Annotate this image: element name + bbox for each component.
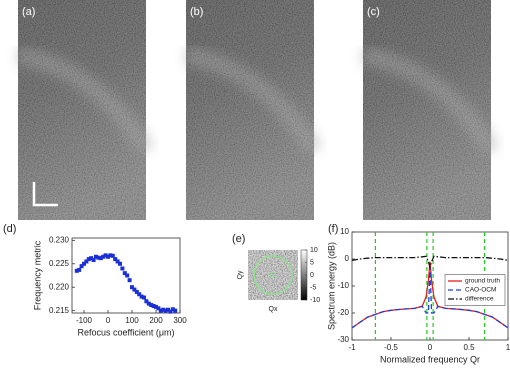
data-point [115,259,120,264]
y-tick-label: 0.215 [49,306,70,315]
y-tick-label: 0 [345,254,350,263]
panel-label: (d) [3,223,16,235]
data-point [168,309,173,314]
data-line [351,255,509,270]
data-point [113,257,118,262]
data-point [163,308,168,313]
data-point [149,303,154,308]
y-tick-label: 0.220 [49,282,70,291]
data-point [146,301,151,306]
spectrum-speckle [248,250,298,300]
x-tick-label: 0 [428,343,433,352]
y-tick-label: 10 [340,227,349,236]
colorbar-tick-label: 5 [310,259,314,266]
y-tick-label: -10 [337,281,349,290]
x-tick-label: -1 [348,343,356,352]
data-point [77,267,82,272]
data-point [108,253,113,258]
data-point [137,292,142,297]
data-point [106,254,110,259]
data-point [98,256,103,261]
x-axis-label: Qx [269,306,278,313]
colorbar-tick-label: 0 [310,272,314,279]
data-point [91,258,96,263]
data-point [120,266,125,271]
data-point [139,294,144,299]
data-point [127,278,132,283]
data-point [84,259,89,264]
x-tick-label: 300 [173,316,187,325]
frequency-ring [253,255,293,295]
x-tick-label: 0.5 [463,343,475,352]
x-tick-label: -100 [76,316,93,325]
data-point [101,254,106,259]
data-point [74,268,79,273]
panel-label: (f) [328,223,338,235]
data-point [134,289,139,294]
colorbar-tick-label: -5 [310,284,316,291]
panel-label: (b) [190,6,203,18]
y-tick-label: 0.230 [49,235,70,244]
data-point [125,273,130,278]
y-tick-label: 0.225 [49,259,70,268]
data-point [122,271,127,276]
x-tick-label: -0.5 [384,343,398,352]
data-point [142,295,146,300]
data-point [82,261,86,266]
x-tick-label: 0 [106,316,111,325]
frequency-ring-inner [270,272,276,278]
data-point [132,287,137,292]
colorbar-tick-label: 10 [310,247,318,254]
x-tick-label: 100 [125,316,139,325]
data-point [110,253,115,258]
colorbar-tick-label: -10 [310,297,320,304]
data-point [103,253,108,258]
image-speckle [186,0,314,220]
y-axis-label: Spectrum energy (dB) [326,242,336,330]
image-speckle [363,0,491,220]
oct-image [16,0,154,220]
legend-label: ground truth [465,278,500,285]
x-axis-label: Refocus coefficient (μm) [77,327,174,337]
data-point [156,306,161,311]
data-point [158,308,163,313]
data-point [94,254,98,259]
oct-image [184,0,322,220]
panel-label: (e) [232,233,245,245]
data-point [166,307,170,312]
y-axis-label: Frequency metric [32,240,42,310]
data-point [161,307,166,312]
y-axis-label: Qy [237,270,244,279]
x-tick-label: 200 [149,316,163,325]
data-point [151,303,156,308]
data-point [154,304,158,309]
data-point [170,307,175,312]
data-point [118,261,122,266]
data-point [173,308,178,313]
x-tick-label: 1 [506,343,510,352]
oct-image [361,0,499,220]
x-axis-label: Normalized frequency Qr [380,354,480,364]
y-tick-label: -30 [337,335,349,344]
panel-label: (c) [367,6,380,18]
data-point [89,256,94,261]
scale-bar [32,182,58,207]
legend-label: difference [465,296,494,303]
data-point [144,299,149,304]
data-point [86,257,91,262]
data-point [96,255,101,260]
legend-label: CAO-OCM [465,287,496,294]
image-speckle [18,0,146,220]
legend-box [444,274,506,306]
data-point [79,264,84,269]
data-point [130,285,134,290]
y-tick-label: -20 [337,308,349,317]
panel-label: (a) [22,6,35,18]
